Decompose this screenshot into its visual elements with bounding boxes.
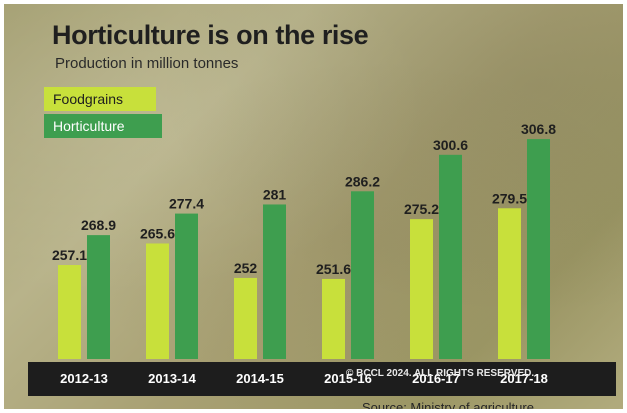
legend-item-horticulture: Horticulture: [44, 114, 162, 138]
bar-foodgrains-2014-15: [234, 277, 257, 359]
x-tick-label-2014-15: 2014-15: [236, 371, 284, 386]
x-tick-label-2015-16: 2015-16: [324, 371, 372, 386]
source-note: Source: Ministry of agriculture: [362, 400, 534, 409]
bar-chart: 257.1 268.9 2012-13 265.6 277.4 2013-14 252 281…: [52, 121, 556, 386]
bar-horticulture-2016-17: [439, 154, 462, 359]
x-axis-band: [28, 362, 616, 396]
data-label-horticulture-2014-15: 281: [263, 186, 287, 202]
chart-panel: Horticulture is on the rise Production i…: [4, 4, 623, 409]
bar-foodgrains-2017-18: [498, 208, 521, 359]
bar-foodgrains-2016-17: [410, 219, 433, 359]
data-label-horticulture-2012-13: 268.9: [81, 217, 116, 233]
data-label-horticulture-2016-17: 300.6: [433, 137, 468, 153]
data-label-foodgrains-2015-16: 251.6: [316, 261, 351, 277]
data-label-horticulture-2013-14: 277.4: [169, 196, 204, 212]
data-label-foodgrains-2013-14: 265.6: [140, 225, 175, 241]
data-label-horticulture-2015-16: 286.2: [345, 173, 380, 189]
bar-horticulture-2013-14: [175, 213, 198, 359]
bar-horticulture-2012-13: [87, 235, 110, 359]
chart-title: Horticulture is on the rise: [52, 20, 369, 50]
copyright-notice: © BCCL 2024. ALL RIGHTS RESERVED.: [346, 368, 535, 379]
bar-horticulture-2014-15: [263, 204, 286, 359]
x-tick-label-2017-18: 2017-18: [500, 371, 548, 386]
bar-horticulture-2017-18: [527, 139, 550, 359]
x-tick-label-2016-17: 2016-17: [412, 371, 460, 386]
bar-horticulture-2015-16: [351, 191, 374, 359]
data-label-foodgrains-2016-17: 275.2: [404, 201, 439, 217]
x-tick-label-2012-13: 2012-13: [60, 371, 108, 386]
x-tick-label-2013-14: 2013-14: [148, 371, 196, 386]
data-label-foodgrains-2012-13: 257.1: [52, 247, 87, 263]
data-label-foodgrains-2017-18: 279.5: [492, 190, 527, 206]
data-label-foodgrains-2014-15: 252: [234, 260, 258, 276]
bar-foodgrains-2012-13: [58, 265, 81, 359]
bar-foodgrains-2015-16: [322, 278, 345, 359]
legend-item-foodgrains: Foodgrains: [44, 87, 156, 111]
chart-subtitle: Production in million tonnes: [55, 55, 239, 72]
data-label-horticulture-2017-18: 306.8: [521, 121, 556, 137]
bar-foodgrains-2013-14: [146, 243, 169, 359]
